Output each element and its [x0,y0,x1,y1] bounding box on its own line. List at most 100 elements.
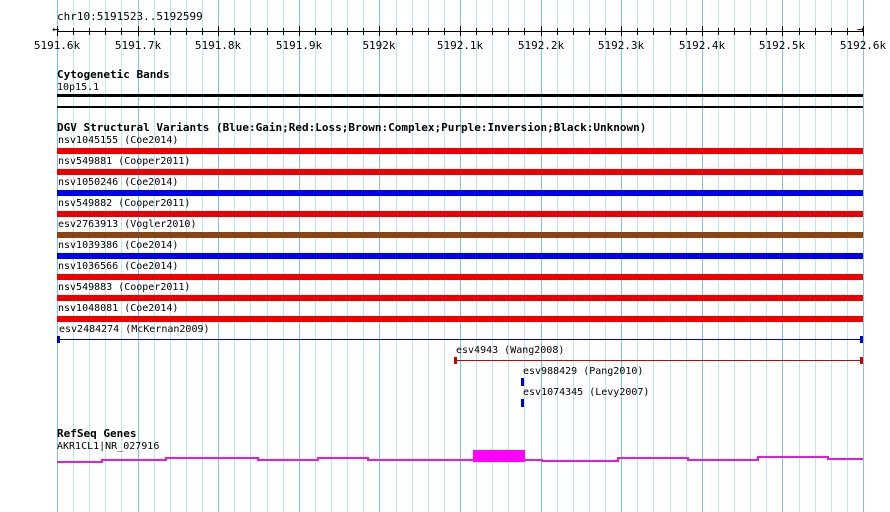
dgv-variant-bar[interactable] [57,169,863,175]
ruler-tick-label: 5192.6k [839,39,887,52]
dgv-track-label[interactable]: nsv1045155 (Coe2014) [58,135,179,146]
ruler-tick-label: 5191.7k [114,39,162,52]
dgv-track-label[interactable]: esv2763913 (Vogler2010) [58,219,197,230]
ruler-minor-tick [170,28,171,35]
dgv-variant-bar[interactable] [57,253,863,259]
dgv-variant-bar[interactable] [57,232,863,238]
gene-intron-riser [101,459,103,463]
gene-intron-segment [827,458,863,460]
dgv-track-label[interactable]: nsv1048081 (Coe2014) [58,303,179,314]
dgv-variant-start-cap [454,357,457,364]
ruler-minor-tick [347,28,348,35]
dgv-variant-bar[interactable] [57,190,863,196]
coordinate-ruler[interactable]: ← → 5191.6k 5191.7k 5191.8k 5191.9k 5192k 519… [34,23,886,52]
dgv-variant-point[interactable] [521,378,524,386]
ruler-minor-tick [847,28,848,35]
ruler-minor-tick [573,28,574,35]
ruler-major-tick [57,26,58,36]
gene-intron-segment [687,459,757,461]
dgv-variant-bar[interactable] [57,295,863,301]
ruler-minor-tick [589,28,590,35]
ruler-minor-tick [444,28,445,35]
gene-intron-segment [541,460,617,462]
gene-intron-riser [827,456,829,460]
ruler-minor-tick [186,28,187,35]
cytogenetic-bands-title: Cytogenetic Bands [57,68,170,81]
dgv-track-label[interactable]: nsv549883 (Cooper2011) [58,282,191,293]
dgv-variant-line[interactable] [57,339,863,340]
ruler-minor-tick [605,28,606,35]
ruler-tick-label: 5192.4k [678,39,726,52]
ruler-minor-tick [73,28,74,35]
dgv-variant-start-cap [57,336,60,343]
dgv-track-label[interactable]: esv2484274 (McKernan2009) [59,324,210,335]
ruler-major-tick [218,26,219,36]
ruler-minor-tick [363,28,364,35]
ruler-tick-label: 5192k [362,39,396,52]
dgv-track-label[interactable]: esv1074345 (Levy2007) [523,387,650,398]
ruler-major-tick [299,26,300,36]
ruler-major-tick [138,26,139,36]
ruler-tick-label: 5192.2k [517,39,565,52]
ruler-minor-tick [637,28,638,35]
dgv-track-label[interactable]: nsv1050246 (Coe2014) [58,177,179,188]
ruler-minor-tick [412,28,413,35]
dgv-track-label[interactable]: nsv549881 (Cooper2011) [58,156,191,167]
dgv-track-label[interactable]: esv988429 (Pang2010) [523,366,644,377]
ruler-right-arrow-icon[interactable]: → [857,22,865,36]
dgv-variant-line[interactable] [454,360,863,361]
ruler-minor-tick [154,28,155,35]
dgv-variant-bar[interactable] [57,211,863,217]
ruler-major-tick [460,26,461,36]
refseq-gene-label[interactable]: AKR1CL1|NR_027916 [57,441,160,452]
dgv-section-title: DGV Structural Variants (Blue:Gain;Red:L… [57,121,647,134]
gene-intron-riser [757,456,759,461]
ruler-minor-tick [831,28,832,35]
cytoband-bar[interactable] [57,94,863,97]
ruler-minor-tick [89,28,90,35]
dgv-variant-point[interactable] [521,399,524,407]
ruler-minor-tick [250,28,251,35]
gene-intron-riser [687,457,689,461]
ruler-tick-label: 5192.5k [758,39,806,52]
gene-intron-segment [617,457,687,459]
gene-intron-segment [165,457,257,459]
ruler-minor-tick [524,28,525,35]
refseq-gene-track[interactable] [57,440,863,470]
dgv-track-label[interactable]: nsv1039386 (Coe2014) [58,240,179,251]
gene-intron-riser [257,457,259,461]
ruler-minor-tick [653,28,654,35]
cytoband-label[interactable]: 10p15.1 [57,82,100,93]
ruler-minor-tick [557,28,558,35]
gene-intron-segment [101,459,165,461]
ruler-minor-tick [267,28,268,35]
gene-intron-segment [367,459,473,461]
gene-intron-segment [257,459,317,461]
dgv-variant-bar[interactable] [57,148,863,154]
ruler-minor-tick [799,28,800,35]
dgv-track-label[interactable]: esv4943 (Wang2008) [456,345,565,356]
ruler-minor-tick [283,28,284,35]
ruler-minor-tick [508,28,509,35]
dgv-variant-bar[interactable] [57,274,863,280]
ruler-left-arrow-icon[interactable]: ← [52,22,60,36]
locus-position-label: chr10:5191523..5192599 [57,10,203,23]
dgv-track-label[interactable]: nsv1036566 (Coe2014) [58,261,179,272]
gene-intron-riser [617,457,619,462]
ruler-major-tick [379,26,380,36]
ruler-minor-tick [815,28,816,35]
ruler-major-tick [702,26,703,36]
gene-exon-block[interactable] [473,450,525,462]
ruler-minor-tick [234,28,235,35]
refseq-section-title: RefSeq Genes [57,427,137,440]
dgv-track-label[interactable]: nsv549882 (Cooper2011) [58,198,191,209]
gene-intron-segment [757,456,827,458]
section-divider [57,106,863,108]
ruler-minor-tick [202,28,203,35]
ruler-minor-tick [396,28,397,35]
ruler-minor-tick [476,28,477,35]
dgv-variant-bar[interactable] [57,316,863,322]
ruler-minor-tick [121,28,122,35]
gene-intron-riser [165,457,167,461]
ruler-minor-tick [750,28,751,35]
